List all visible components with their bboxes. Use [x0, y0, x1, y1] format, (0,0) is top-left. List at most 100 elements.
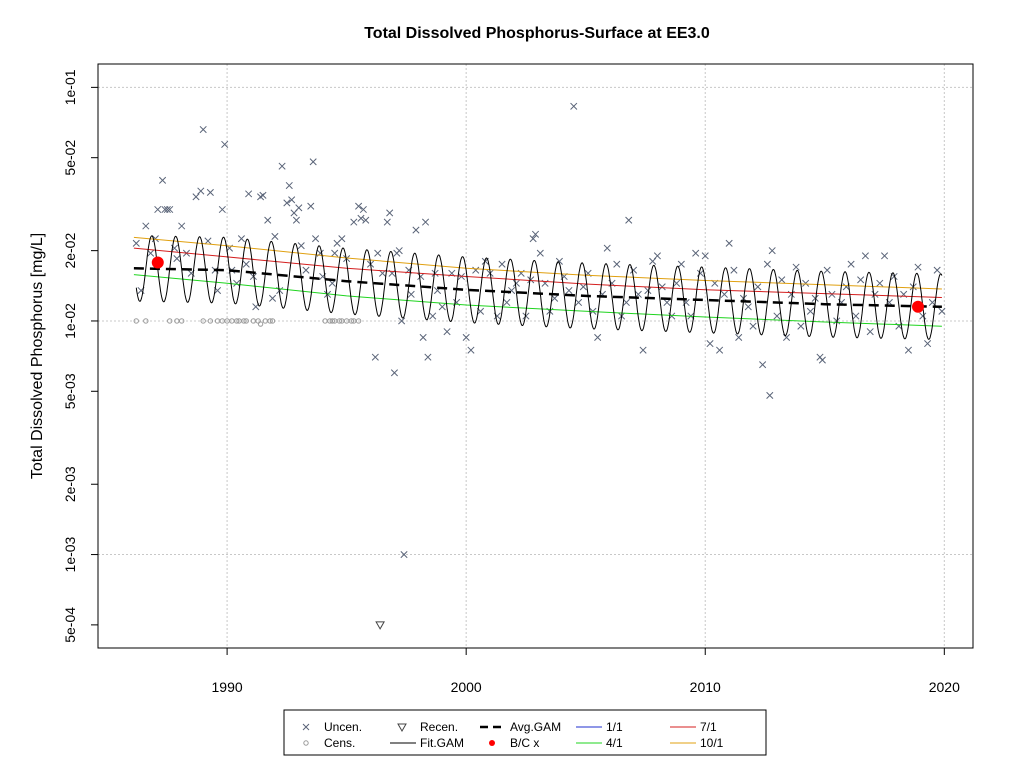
legend-label: Uncen. [324, 720, 362, 734]
plot-area-frame [97, 63, 974, 649]
uncensored-point [302, 266, 310, 274]
legend-label: Fit.GAM [420, 736, 464, 750]
uncensored-point [744, 303, 752, 311]
legend-label: 10/1 [700, 736, 724, 750]
uncensored-point [876, 279, 884, 287]
uncensored-point [759, 361, 767, 369]
uncensored-point [754, 283, 762, 291]
uncensored-point [861, 252, 869, 260]
uncensored-point [880, 252, 889, 260]
uncensored-point [421, 218, 430, 226]
uncensored-point [288, 196, 296, 204]
uncensored-point [773, 312, 781, 320]
fit-gam-line [135, 235, 943, 340]
uncensored-point [512, 279, 520, 287]
uncensored-point [417, 272, 425, 281]
uncensored-point [919, 312, 927, 320]
y-tick-label: 5e-04 [62, 607, 78, 643]
uncensored-point [204, 237, 212, 245]
uncensored-point [570, 102, 578, 110]
uncensored-point [904, 346, 913, 354]
uncensored-point [395, 247, 403, 255]
uncensored-point [778, 276, 786, 284]
uncensored-point [579, 283, 587, 291]
censored-point [243, 318, 249, 324]
uncensored-point [233, 279, 241, 287]
line-7-1 [133, 247, 942, 298]
uncensored-point [245, 190, 253, 198]
grid-lines [98, 64, 973, 648]
y-tick-label: 5e-03 [62, 373, 78, 409]
uncensored-point [264, 216, 272, 224]
y-tick-label: 1e-03 [62, 536, 78, 572]
uncensored-point [362, 216, 370, 224]
uncensored-point [914, 263, 922, 271]
uncensored-point [706, 340, 714, 348]
uncensored-point [622, 298, 630, 307]
uncensored-point [407, 290, 415, 298]
uncensored-point [716, 346, 724, 354]
uncensored-point [871, 290, 879, 298]
uncensored-point [424, 353, 432, 361]
uncensored-point [828, 290, 836, 298]
uncensored-point [806, 307, 814, 315]
uncensored-point [522, 312, 530, 320]
legend-label: 7/1 [700, 720, 717, 734]
uncensored-point [696, 269, 705, 277]
uncensored-point [206, 188, 214, 196]
censored-point [233, 318, 240, 324]
legend-marker-bc [489, 740, 495, 746]
uncensored-point [158, 176, 167, 184]
uncensored-point [527, 276, 535, 284]
bc-point [912, 300, 925, 313]
uncensored-point [331, 249, 339, 257]
legend: Uncen. Cens. Recen. Avg.GAM Fit.GAM B/C x 1/1 1… [283, 709, 767, 756]
uncensored-point [924, 340, 932, 348]
legend-label: B/C x [510, 736, 539, 750]
uncensored-point [371, 353, 379, 361]
uncensored-point [359, 205, 367, 214]
uncensored-point [749, 322, 757, 330]
uncensored-point [429, 312, 437, 320]
uncensored-point [178, 222, 186, 230]
uncensored-point [847, 260, 855, 268]
censored-point [329, 318, 335, 324]
censored-point [257, 321, 264, 327]
uncensored-point [312, 235, 320, 243]
uncensored-point [498, 260, 506, 268]
censored-point [269, 318, 276, 324]
uncensored-point [720, 290, 728, 298]
uncensored-point [390, 369, 399, 377]
legend-label: Recen. [420, 720, 458, 734]
x-tick-label: 2010 [690, 679, 721, 695]
uncensored-point [644, 286, 652, 295]
uncensored-point [625, 216, 633, 224]
uncensored-point [419, 333, 427, 342]
uncensored-point [467, 346, 475, 354]
uncensored-point [938, 307, 946, 315]
uncensored-point [218, 205, 226, 214]
uncensored-point [355, 202, 363, 210]
y-tick-label: 5e-02 [62, 140, 78, 176]
censored-point [348, 318, 355, 324]
uncensored-point [792, 263, 800, 271]
legend-label: 4/1 [606, 736, 623, 750]
uncensored-point [163, 205, 171, 214]
legend-marker-uncensored [302, 723, 310, 731]
uncensored-point [292, 216, 300, 224]
uncensored-point [574, 298, 583, 307]
uncensored-point [398, 317, 406, 325]
uncensored-point [307, 202, 315, 210]
uncensored-point [383, 218, 391, 226]
bc-point [151, 256, 164, 269]
uncensored-point [536, 249, 544, 257]
uncensored-point [472, 266, 480, 274]
uncensored-point [386, 209, 394, 217]
legend-marker-recensored [397, 723, 407, 733]
uncensored-point [613, 260, 621, 268]
censored-point [241, 318, 247, 324]
legend-marker-censored [303, 740, 309, 746]
line-10-1 [133, 236, 942, 290]
